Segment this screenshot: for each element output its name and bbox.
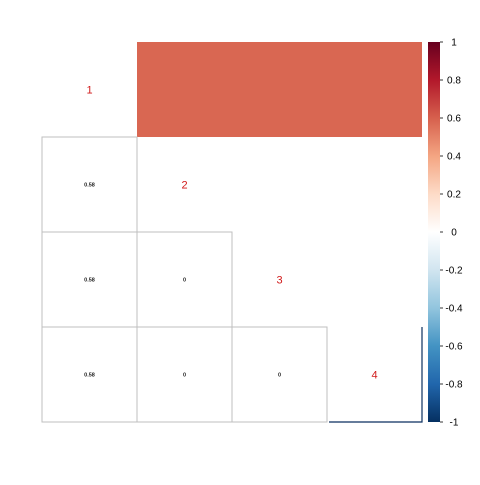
- colorbar-tick-label: 1: [451, 38, 457, 49]
- colorbar-tick-label: -0.2: [445, 266, 463, 277]
- colorbar: [428, 42, 440, 422]
- upper-cell-r1c4: [327, 42, 422, 137]
- colorbar-tick-label: -1: [450, 418, 459, 429]
- colorbar-tick-label: 0: [451, 228, 457, 239]
- lower-cell-r4c2: [136, 326, 233, 423]
- corner-edge-mark: [329, 327, 423, 423]
- colorbar-tick-label: 0.4: [447, 152, 461, 163]
- diagonal-label-2: 2: [181, 180, 187, 192]
- upper-cell-r2c4: [327, 137, 422, 232]
- lower-cell-r4c3: [231, 326, 328, 423]
- lower-cell-r2c1: [41, 136, 138, 233]
- upper-cell-r2c3: [232, 137, 327, 232]
- diagonal-label-4: 4: [371, 370, 377, 382]
- value-label-r3c1: 0.58: [84, 278, 95, 284]
- value-label-r2c1: 0.58: [84, 183, 95, 189]
- colorbar-tick-label: -0.8: [445, 380, 463, 391]
- diagonal-label-3: 3: [276, 275, 282, 287]
- value-label-r3c2: 0: [183, 278, 186, 284]
- colorbar-tick-label: -0.4: [445, 304, 463, 315]
- colorbar-tick-label: 0.8: [447, 76, 461, 87]
- colorbar-tick-label: -0.6: [445, 342, 463, 353]
- lower-cell-r3c1: [41, 231, 138, 328]
- colorbar-tick-label: 0.2: [447, 190, 461, 201]
- upper-cell-r3c4: [327, 232, 422, 327]
- lower-cell-r4c1: [41, 326, 138, 423]
- value-label-r4c3: 0: [278, 373, 281, 379]
- lower-cell-r3c2: [136, 231, 233, 328]
- diagonal-label-1: 1: [86, 85, 92, 97]
- value-label-r4c1: 0.58: [84, 373, 95, 379]
- upper-cell-r1c3: [232, 42, 327, 137]
- colorbar-tick-label: 0.6: [447, 114, 461, 125]
- value-label-r4c2: 0: [183, 373, 186, 379]
- upper-cell-r1c2: [137, 42, 232, 137]
